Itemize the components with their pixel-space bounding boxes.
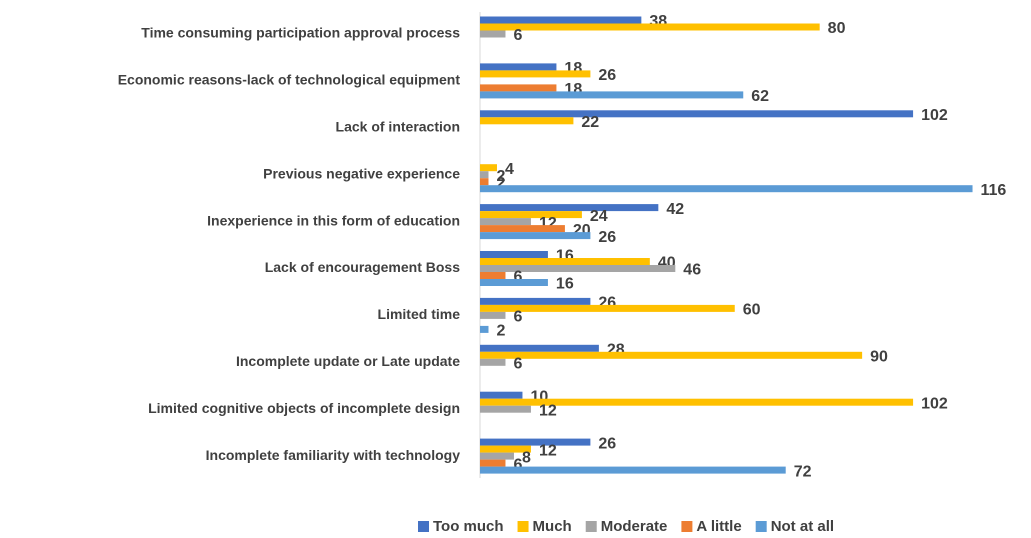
bar	[480, 452, 514, 460]
bar	[480, 30, 506, 38]
bar	[480, 63, 557, 71]
category-label: Inexperience in this form of education	[207, 212, 460, 228]
bar	[480, 438, 591, 446]
data-label: 12	[539, 442, 557, 459]
bar	[480, 84, 557, 92]
legend-label: Not at all	[771, 518, 834, 535]
bar	[480, 466, 786, 474]
legend-label: Moderate	[601, 518, 668, 535]
bar	[480, 258, 650, 265]
data-label: 60	[743, 302, 761, 319]
data-label: 80	[828, 20, 846, 37]
bar	[480, 178, 489, 186]
legend-swatch	[418, 521, 429, 532]
data-label: 72	[794, 463, 812, 480]
bar	[480, 23, 820, 31]
data-label: 22	[581, 114, 599, 131]
bar	[480, 279, 548, 286]
data-label: 4	[505, 161, 514, 178]
category-label: Lack of interaction	[336, 119, 460, 135]
bar	[480, 164, 497, 172]
data-label: 116	[981, 182, 1007, 199]
bar	[480, 232, 591, 240]
data-label: 42	[666, 201, 684, 218]
bar	[480, 204, 659, 212]
bar	[480, 445, 531, 453]
bar	[480, 304, 735, 312]
data-label: 6	[513, 309, 522, 326]
category-label: Previous negative experience	[263, 165, 460, 181]
bar	[480, 171, 489, 179]
category-label: Incomplete familiarity with technology	[206, 447, 461, 463]
bar	[480, 110, 914, 118]
bar	[480, 272, 506, 279]
category-label: Incomplete update or Late update	[236, 353, 460, 369]
data-label: 24	[590, 208, 608, 225]
legend-label: Much	[533, 518, 572, 535]
data-label: 26	[598, 229, 616, 246]
data-label: 2	[496, 168, 505, 185]
bar	[480, 218, 531, 226]
data-label: 12	[539, 402, 557, 419]
bar	[480, 117, 574, 125]
bar	[480, 91, 744, 99]
data-label: 2	[496, 175, 505, 192]
bar	[480, 265, 676, 272]
data-label: 62	[751, 88, 769, 105]
data-label: 6	[513, 269, 522, 286]
data-label: 2	[496, 323, 505, 340]
data-label: 6	[513, 456, 522, 473]
legend-label: Too much	[433, 518, 504, 535]
data-label: 26	[598, 67, 616, 84]
bar	[480, 311, 506, 319]
bar	[480, 398, 914, 406]
legend-swatch	[681, 521, 693, 532]
bar	[480, 405, 531, 413]
bar	[480, 70, 591, 78]
category-label: Limited time	[378, 306, 461, 322]
category-label: Economic reasons-lack of technological e…	[118, 72, 461, 88]
bar	[480, 459, 506, 467]
bar	[480, 344, 599, 352]
bar	[480, 358, 506, 366]
data-label: 8	[522, 449, 531, 466]
legend-label: A little	[696, 518, 741, 535]
data-label: 16	[556, 276, 574, 293]
data-label: 102	[921, 107, 948, 124]
category-label: Lack of encouragement Boss	[265, 259, 460, 275]
legend-swatch	[517, 521, 529, 532]
category-label: Limited cognitive objects of incomplete …	[148, 400, 460, 416]
data-label: 90	[870, 349, 888, 366]
bar	[480, 16, 642, 24]
data-label: 6	[513, 27, 522, 44]
bar	[480, 325, 489, 333]
bar	[480, 297, 591, 305]
bar	[480, 251, 548, 258]
legend-swatch	[755, 521, 767, 532]
data-label: 46	[683, 262, 701, 279]
data-label: 102	[921, 395, 948, 412]
bar	[480, 351, 863, 359]
data-label: 6	[513, 356, 522, 373]
legend-swatch	[585, 521, 597, 532]
bar	[480, 211, 582, 219]
bar	[480, 185, 973, 193]
category-label: Time consuming participation approval pr…	[141, 25, 460, 41]
bar	[480, 225, 565, 233]
bar	[480, 391, 523, 399]
data-label: 26	[598, 435, 616, 452]
